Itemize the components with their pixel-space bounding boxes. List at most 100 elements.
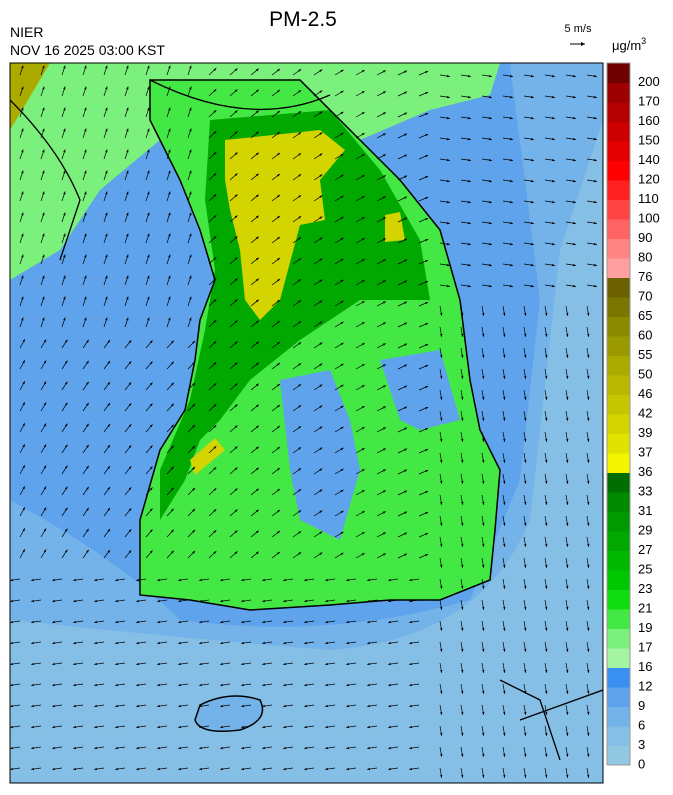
wind-arrowhead (192, 445, 196, 449)
wind-arrowhead (213, 89, 217, 92)
wind-arrowhead (213, 194, 217, 197)
wind-arrowhead (382, 154, 386, 157)
wind-arrowhead (593, 221, 597, 225)
wind-arrowhead (126, 170, 129, 174)
wind-arrowhead (126, 233, 129, 237)
wind-arrowhead (572, 158, 576, 162)
wind-arrowhead (382, 469, 386, 472)
wind-arrowhead (213, 341, 217, 344)
wind-arrowhead (425, 134, 429, 137)
wind-arrowhead (440, 312, 443, 316)
wind-arrowhead (325, 746, 329, 750)
wind-arrowhead (192, 424, 196, 428)
colorbar-swatch (607, 238, 630, 259)
wind-arrowhead (340, 552, 344, 556)
wind-arrowhead (446, 158, 450, 162)
wind-arrowhead (178, 725, 182, 729)
wind-arrowhead (199, 683, 203, 687)
wind-arrowhead (298, 426, 302, 429)
wind-arrowhead (340, 279, 344, 283)
wind-arrowhead (440, 333, 443, 337)
wind-arrowhead (482, 648, 485, 652)
wind-arrowhead (388, 725, 392, 729)
wind-arrowhead (277, 152, 280, 156)
colorbar-swatch (607, 726, 630, 746)
wind-arrowhead (545, 480, 548, 484)
wind-arrowhead (126, 86, 129, 90)
wind-arrowhead (107, 528, 110, 532)
wind-arrowhead (545, 648, 548, 652)
wind-arrowhead (482, 711, 485, 715)
wind-arrowhead (213, 278, 217, 281)
wind-arrowhead (220, 662, 224, 666)
wind-arrowhead (10, 767, 14, 771)
wind-arrowhead (64, 528, 68, 532)
colorbar-label: 3 (638, 737, 645, 752)
colorbar-swatch (607, 531, 630, 551)
wind-arrowhead (587, 312, 590, 316)
wind-arrowhead (213, 446, 217, 449)
wind-arrowhead (171, 445, 174, 449)
wind-arrowhead (126, 317, 129, 321)
wind-arrowhead (545, 417, 548, 421)
wind-arrowhead (340, 426, 344, 430)
wind-arrowhead (63, 254, 66, 258)
wind-arrowhead (587, 354, 590, 358)
wind-arrowhead (524, 522, 527, 526)
wind-arrowhead (446, 179, 450, 183)
wind-arrowhead (84, 317, 87, 321)
colorbar: 0369121617192123252729313336373942465055… (606, 62, 660, 771)
wind-arrowhead (572, 74, 576, 78)
wind-arrowhead (509, 263, 513, 267)
colorbar-swatch (607, 121, 630, 142)
wind-arrowhead (425, 155, 429, 158)
wind-arrowhead (52, 704, 56, 708)
wind-arrowhead (64, 423, 68, 427)
wind-arrowhead (84, 149, 87, 153)
wind-arrowhead (298, 363, 302, 366)
wind-arrowhead (178, 578, 182, 582)
wind-arrowhead (94, 578, 98, 582)
wind-arrowhead (467, 242, 471, 246)
wind-arrowhead (367, 767, 371, 771)
wind-arrowhead (524, 690, 527, 694)
wind-arrowhead (361, 175, 365, 178)
wind-arrowhead (425, 512, 429, 515)
wind-arrowhead (425, 197, 429, 200)
wind-arrowhead (382, 112, 386, 115)
wind-arrowhead (361, 469, 365, 472)
wind-arrowhead (545, 522, 548, 526)
wind-arrowhead (346, 599, 350, 603)
wind-arrowhead (277, 278, 280, 282)
wind-arrowhead (319, 90, 323, 94)
wind-arrowhead (545, 732, 548, 736)
wind-arrowhead (94, 599, 98, 603)
wind-arrowhead (566, 438, 569, 442)
wind-arrowhead (21, 86, 24, 90)
wind-arrowhead (461, 627, 464, 631)
wind-arrowhead (147, 254, 150, 258)
wind-arrowhead (587, 501, 590, 505)
wind-arrowhead (136, 578, 140, 582)
wind-arrowhead (149, 382, 153, 386)
wind-arrowhead (340, 363, 344, 367)
wind-arrowhead (551, 221, 555, 225)
wind-arrowhead (545, 585, 548, 589)
wind-arrowhead (382, 259, 386, 262)
wind-arrowhead (319, 216, 323, 220)
wind-arrowhead (84, 254, 87, 258)
wind-arrowhead (304, 641, 308, 645)
wind-arrowhead (10, 683, 14, 687)
wind-arrowhead (524, 312, 527, 316)
wind-arrowhead (84, 65, 87, 69)
wind-arrowhead (482, 396, 485, 400)
wind-arrowhead (440, 459, 443, 463)
wind-arrowhead (234, 320, 238, 324)
wind-arrowhead (84, 86, 87, 90)
wind-arrowhead (115, 599, 119, 603)
wind-arrowhead (566, 396, 569, 400)
wind-arrowhead (503, 522, 506, 526)
wind-arrowhead (52, 662, 56, 666)
wind-arrowhead (64, 465, 68, 469)
wind-arrowhead (199, 641, 203, 645)
